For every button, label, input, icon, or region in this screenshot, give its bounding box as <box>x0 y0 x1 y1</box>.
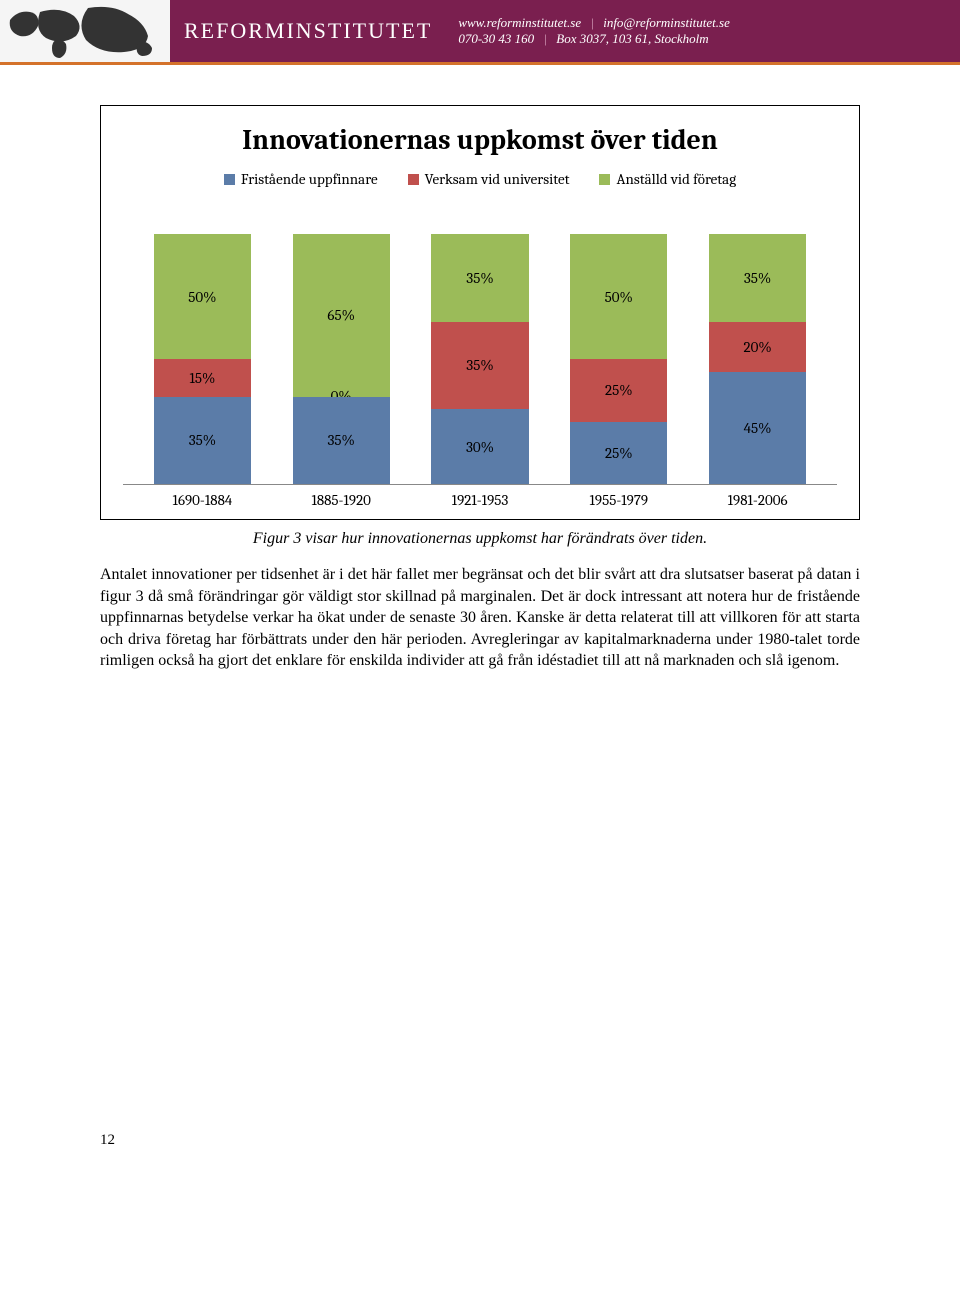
bar-value-label: 65% <box>293 306 390 324</box>
stacked-bar: 50% 25% 25% <box>570 234 667 484</box>
x-axis-label: 1921-1953 <box>431 491 528 509</box>
x-axis-label: 1955-1979 <box>570 491 667 509</box>
stacked-bar: 65%0%35% <box>293 234 390 484</box>
bar-value-label: 50% <box>154 288 251 306</box>
bar-value-label: 35% <box>709 269 806 287</box>
bar-segment-foretag: 65% <box>293 234 390 397</box>
header-contact: www.reforminstitutet.se | info@reformins… <box>458 15 730 47</box>
bar-value-label: 35% <box>293 431 390 449</box>
bar-group: 50% 25% 25% <box>570 234 667 484</box>
bar-value-label: 35% <box>431 356 528 374</box>
page-header: REFORMINSTITUTET www.reforminstitutet.se… <box>0 0 960 65</box>
bar-segment-foretag: 50% <box>570 234 667 359</box>
legend-label: Anställd vid företag <box>616 170 736 188</box>
website-text: www.reforminstitutet.se <box>458 15 581 30</box>
stacked-bar: 50% 15% 35% <box>154 234 251 484</box>
bar-value-label: 25% <box>570 381 667 399</box>
chart-title: Innovationernas uppkomst över tiden <box>123 124 837 156</box>
bar-value-label: 30% <box>431 438 528 456</box>
bar-value-label: 15% <box>154 369 251 387</box>
chart-container: Innovationernas uppkomst över tiden Fris… <box>100 105 860 520</box>
bar-segment-fristaaende: 25% <box>570 422 667 485</box>
x-axis-label: 1981-2006 <box>709 491 806 509</box>
bar-value-label: 50% <box>570 288 667 306</box>
address-text: Box 3037, 103 61, Stockholm <box>556 31 708 46</box>
page-body: Innovationernas uppkomst över tiden Fris… <box>0 65 960 1149</box>
legend-label: Fristående uppfinnare <box>241 170 378 188</box>
brand-name: REFORMINSTITUTET <box>184 18 432 44</box>
bar-segment-universitet: 25% <box>570 359 667 422</box>
bar-value-label: 35% <box>431 269 528 287</box>
chart-plot-area: 50%15%35%65%0%35%35%35%30%50%25%25%35%20… <box>123 214 837 485</box>
body-paragraph: Antalet innovationer per tidsenhet är i … <box>100 564 860 672</box>
stacked-bar: 35% 20% 45% <box>709 234 806 484</box>
legend-swatch <box>408 174 419 185</box>
email-text: info@reforminstitutet.se <box>603 15 730 30</box>
legend-item: Verksam vid universitet <box>408 170 570 188</box>
bar-segment-fristaaende: 35% <box>293 397 390 485</box>
bar-segment-foretag: 35% <box>431 234 528 322</box>
page-number: 12 <box>100 1132 860 1149</box>
bar-segment-foretag: 50% <box>154 234 251 359</box>
x-axis-label: 1690-1884 <box>154 491 251 509</box>
legend-label: Verksam vid universitet <box>425 170 570 188</box>
bar-group: 65%0%35% <box>293 234 390 484</box>
bar-segment-universitet: 20% <box>709 322 806 372</box>
bar-segment-foretag: 35% <box>709 234 806 322</box>
bar-value-label: 45% <box>709 419 806 437</box>
bar-segment-universitet: 35% <box>431 322 528 410</box>
legend-item: Fristående uppfinnare <box>224 170 378 188</box>
bar-segment-fristaaende: 45% <box>709 372 806 485</box>
bar-segment-fristaaende: 30% <box>431 409 528 484</box>
bar-value-label: 25% <box>570 444 667 462</box>
figure-caption: Figur 3 visar hur innovationernas uppkom… <box>100 530 860 548</box>
stacked-bar: 35% 35% 30% <box>431 234 528 484</box>
legend-item: Anställd vid företag <box>599 170 736 188</box>
chart-legend: Fristående uppfinnare Verksam vid univers… <box>123 170 837 188</box>
bar-group: 35% 20% 45% <box>709 234 806 484</box>
chart-x-axis: 1690-1884 1885-1920 1921-1953 1955-1979 1981… <box>123 485 837 509</box>
bar-value-label: 20% <box>709 338 806 356</box>
x-axis-label: 1885-1920 <box>293 491 390 509</box>
bar-group: 50% 15% 35% <box>154 234 251 484</box>
separator: | <box>584 15 600 30</box>
legend-swatch <box>599 174 610 185</box>
world-map-graphic <box>0 0 170 62</box>
bar-segment-fristaaende: 35% <box>154 397 251 485</box>
legend-swatch <box>224 174 235 185</box>
bar-value-label: 35% <box>154 431 251 449</box>
separator: | <box>537 31 553 46</box>
bar-segment-universitet: 15% <box>154 359 251 397</box>
bar-group: 35% 35% 30% <box>431 234 528 484</box>
phone-text: 070-30 43 160 <box>458 31 534 46</box>
